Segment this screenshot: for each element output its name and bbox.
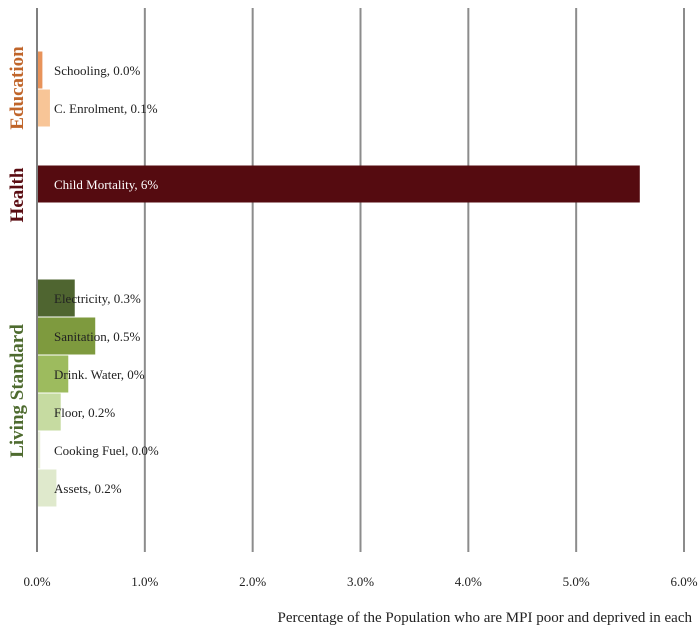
- bar-floor: [37, 393, 61, 431]
- bar-schooling: [37, 51, 43, 89]
- x-tick-label: 5.0%: [563, 574, 590, 589]
- bar-sanitation: [37, 317, 96, 355]
- bar-label: Assets, 0.2%: [54, 481, 122, 496]
- x-tick-label: 4.0%: [455, 574, 482, 589]
- x-tick-label: 2.0%: [239, 574, 266, 589]
- group-label-health: Health: [7, 167, 28, 222]
- bar-c-enrolment: [37, 89, 50, 127]
- bar-label: Schooling, 0.0%: [54, 63, 140, 78]
- group-labels: Education Health Living Standard: [7, 46, 28, 458]
- gridlines: [143, 8, 685, 552]
- bar-electricity: [37, 279, 75, 317]
- x-tick-label: 0.0%: [23, 574, 50, 589]
- x-tick-label: 1.0%: [131, 574, 158, 589]
- bars: [37, 51, 640, 507]
- x-tick-label: 6.0%: [670, 574, 697, 589]
- bar-label: Electricity, 0.3%: [54, 291, 141, 306]
- x-tick-label: 3.0%: [347, 574, 374, 589]
- bar-label: Child Mortality, 6%: [54, 177, 158, 192]
- bar-label: Cooking Fuel, 0.0%: [54, 443, 159, 458]
- bar-label: Sanitation, 0.5%: [54, 329, 140, 344]
- bar-assets: [37, 469, 57, 507]
- group-label-living-standard: Living Standard: [7, 324, 28, 458]
- x-axis: 0.0% 1.0% 2.0% 3.0% 4.0% 5.0% 6.0%: [23, 8, 698, 589]
- bar-cooking-fuel: [37, 431, 41, 469]
- bar-label: Floor, 0.2%: [54, 405, 115, 420]
- group-label-education: Education: [7, 46, 28, 130]
- bar-labels: Schooling, 0.0% C. Enrolment, 0.1% Child M…: [54, 63, 159, 496]
- bar-label: C. Enrolment, 0.1%: [54, 101, 158, 116]
- bar-drink-water: [37, 355, 69, 393]
- x-axis-title: Percentage of the Population who are MPI…: [278, 610, 693, 626]
- bar-child-mortality: [37, 165, 640, 203]
- bar-label: Drink. Water, 0%: [54, 367, 145, 382]
